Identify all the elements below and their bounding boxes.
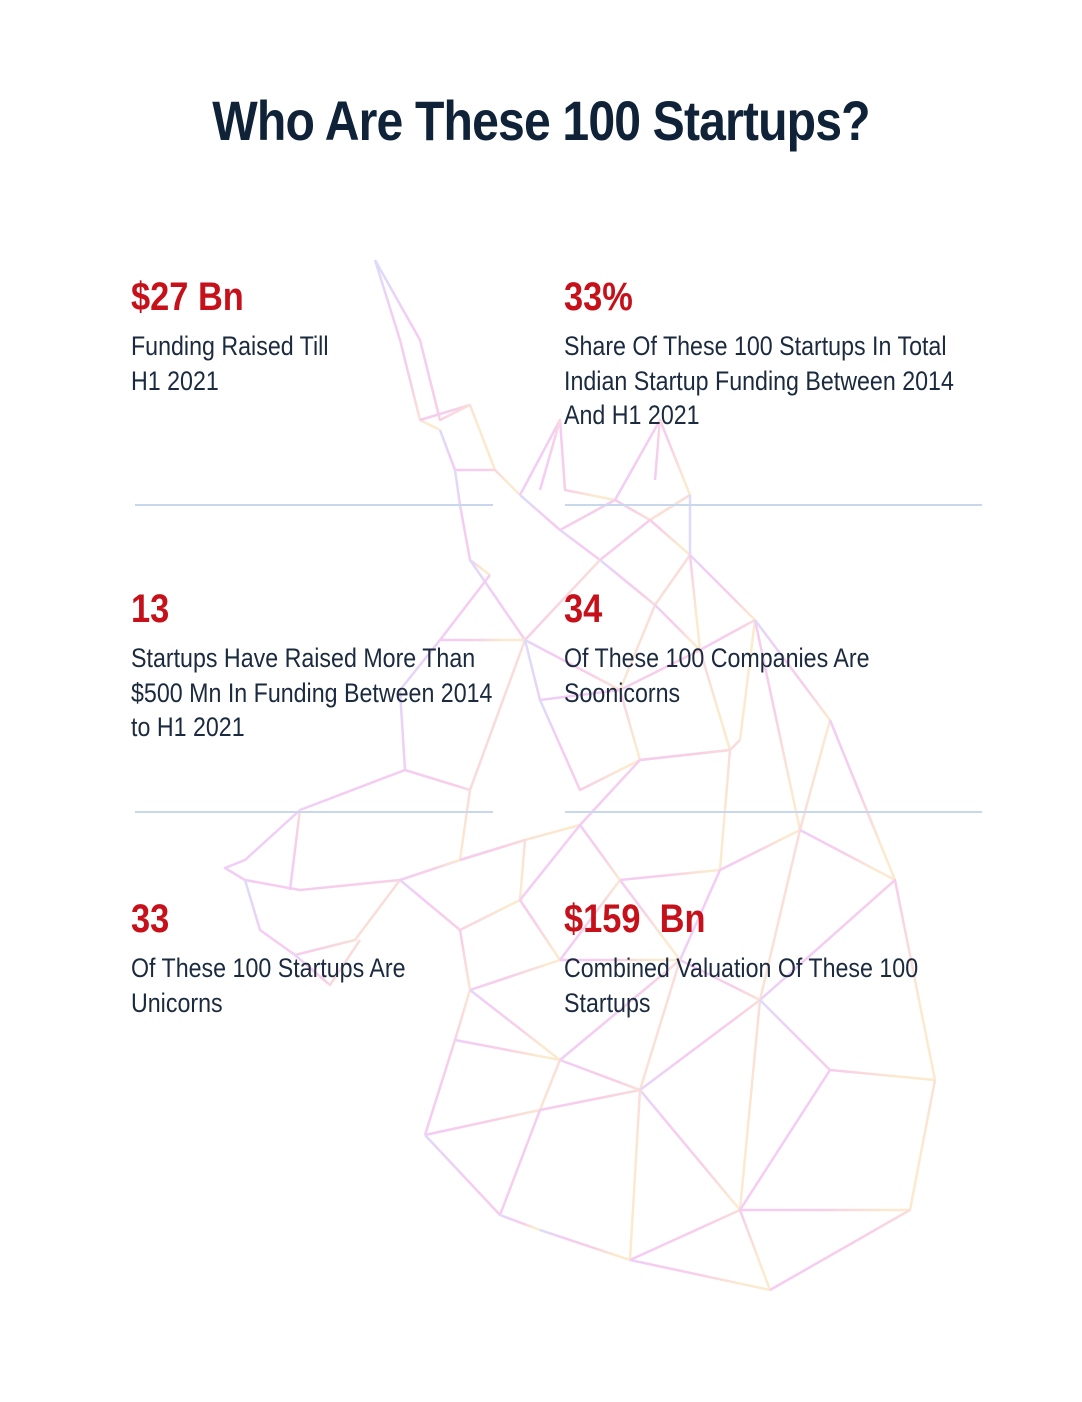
stat-description: Of These 100 Companies Are Soonicorns [564, 641, 994, 710]
stat-description: Startups Have Raised More Than $500 Mn I… [131, 641, 561, 745]
stat-description: Combined Valuation Of These 100 Startups [564, 951, 994, 1020]
stat-description: Funding Raised Till H1 2021 [131, 329, 561, 398]
stat-unicorns: 33 Of These 100 Startups Are Unicorns [131, 897, 631, 1020]
stat-description-line: Of These 100 Companies Are [564, 643, 870, 673]
stat-description-line: Funding Raised Till [131, 331, 329, 361]
stat-value: $27 Bn [131, 275, 244, 319]
stat-description-line: $500 Mn In Funding Between 2014 [131, 677, 493, 708]
stat-description-line: Soonicorns [564, 677, 681, 708]
stat-combined-valuation: $159 Bn Combined Valuation Of These 100 … [564, 897, 1064, 1020]
stat-description: Share Of These 100 Startups In Total Ind… [564, 329, 994, 433]
stat-description-line: H1 2021 [131, 365, 219, 396]
stat-description-line: Startups Have Raised More Than [131, 643, 476, 673]
stat-description-line: Of These 100 Startups Are [131, 953, 406, 983]
stat-description-line: to H1 2021 [131, 712, 245, 742]
stat-description-line: Share Of These 100 Startups In Total [564, 331, 947, 361]
stat-value: 34 [564, 587, 603, 631]
stat-description-line: Indian Startup Funding Between 2014 [564, 365, 954, 396]
stat-soonicorns: 34 Of These 100 Companies Are Soonicorns [564, 587, 1064, 710]
page-title: Who Are These 100 Startups? [212, 89, 870, 152]
stat-description-line: And H1 2021 [564, 400, 700, 430]
stat-value: $159 Bn [564, 897, 706, 941]
stat-description-line: Unicorns [131, 987, 223, 1018]
stat-large-rounds: 13 Startups Have Raised More Than $500 M… [131, 587, 631, 745]
divider [135, 504, 493, 506]
stat-description-line: Combined Valuation Of These 100 [564, 953, 919, 983]
divider [565, 504, 982, 506]
stat-description: Of These 100 Startups Are Unicorns [131, 951, 561, 1020]
stat-description-line: Startups [564, 987, 651, 1018]
stat-funding-raised: $27 Bn Funding Raised Till H1 2021 [131, 275, 631, 398]
divider [565, 811, 982, 813]
stat-value: 13 [131, 587, 170, 631]
divider [135, 811, 493, 813]
stat-value: 33 [131, 897, 170, 941]
stat-funding-share: 33% Share Of These 100 Startups In Total… [564, 275, 1064, 433]
stat-value: 33% [564, 275, 633, 319]
